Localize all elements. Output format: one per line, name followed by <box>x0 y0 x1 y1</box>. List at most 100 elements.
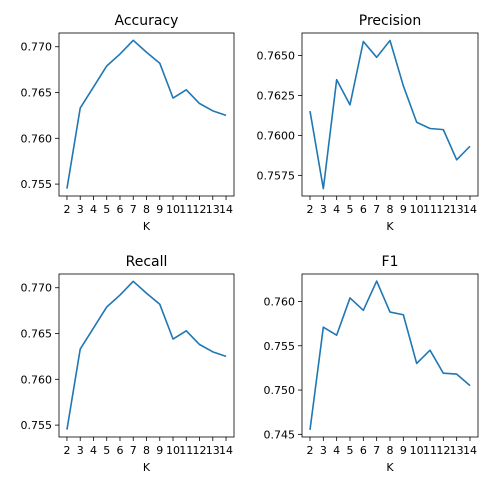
x-tick-label: 7 <box>373 444 380 457</box>
data-point <box>402 314 404 316</box>
data-point <box>349 297 351 299</box>
x-tick-label: 2 <box>63 203 70 216</box>
data-point <box>198 343 200 345</box>
data-point <box>442 128 444 130</box>
x-tick-label: 4 <box>90 444 97 457</box>
y-tick-label: 0.770 <box>21 41 53 54</box>
x-tick-label: 8 <box>143 444 150 457</box>
y-tick-label: 0.7625 <box>257 89 296 102</box>
x-tick-label: 12 <box>436 444 450 457</box>
y-tick-label: 0.745 <box>264 428 296 441</box>
x-tick-label: 14 <box>463 203 477 216</box>
x-tick-label: 11 <box>423 203 437 216</box>
series-line <box>66 39 227 189</box>
y-tick-label: 0.760 <box>21 373 53 386</box>
data-point <box>322 187 324 189</box>
x-tick-label: 7 <box>373 203 380 216</box>
subplot-title: Recall <box>126 254 168 270</box>
subplot-precision: Precision 2 3 4 5 6 7 8 9 10 11 12 13 14 0.7575 0.7600 0… <box>257 13 479 233</box>
subplot-title: Accuracy <box>115 13 179 29</box>
x-tick-label: 14 <box>219 444 233 457</box>
x-axis-label: K <box>143 461 151 474</box>
x-tick-label: 4 <box>333 203 340 216</box>
x-tick-label: 3 <box>320 444 327 457</box>
data-point <box>159 303 161 305</box>
data-point <box>309 110 311 112</box>
x-tick-label: 14 <box>219 203 233 216</box>
series-line <box>309 280 471 431</box>
x-tick-label: 7 <box>130 444 137 457</box>
x-axis-label: K <box>386 461 394 474</box>
x-tick-label: 10 <box>410 444 424 457</box>
y-tick-label: 0.755 <box>21 178 53 191</box>
x-tick-label: 13 <box>206 444 220 457</box>
data-point <box>429 349 431 351</box>
x-tick-label: 8 <box>143 203 150 216</box>
data-point <box>92 327 94 329</box>
x-tick-label: 12 <box>193 203 207 216</box>
data-point <box>389 39 391 41</box>
y-tick-label: 0.750 <box>264 384 296 397</box>
subplot-title: F1 <box>382 254 399 270</box>
y-tick-label: 0.7650 <box>257 49 296 62</box>
axes-frame <box>301 273 479 438</box>
subplot-accuracy: Accuracy 2 3 4 5 6 7 8 9 10 11 12 13 14 0.755 0.760 0.76… <box>21 13 235 233</box>
data-point <box>335 79 337 81</box>
y-tick-label: 0.765 <box>21 87 53 100</box>
x-tick-label: 11 <box>179 444 193 457</box>
data-point <box>106 65 108 67</box>
x-tick-label: 11 <box>179 203 193 216</box>
data-point <box>415 121 417 123</box>
data-point <box>455 159 457 161</box>
data-point <box>145 292 147 294</box>
data-point <box>322 326 324 328</box>
data-point <box>119 53 121 55</box>
x-tick-label: 2 <box>307 444 314 457</box>
x-tick-label: 13 <box>450 203 464 216</box>
y-tick-label: 0.755 <box>21 419 53 432</box>
series-line <box>66 280 227 430</box>
x-axis-label: K <box>386 220 394 233</box>
x-tick-label: 4 <box>333 444 340 457</box>
x-tick-label: 5 <box>103 203 110 216</box>
data-point <box>185 330 187 332</box>
y-tick-label: 0.7600 <box>257 129 296 142</box>
x-tick-label: 5 <box>347 203 354 216</box>
data-point <box>92 86 94 88</box>
y-tick-label: 0.765 <box>21 328 53 341</box>
data-point <box>415 362 417 364</box>
x-tick-label: 9 <box>400 444 407 457</box>
y-tick-label: 0.760 <box>21 132 53 145</box>
subplot-recall: Recall 2 3 4 5 6 7 8 9 10 11 12 13 14 0.755 0.760 0.765 0… <box>21 254 235 474</box>
data-point <box>198 102 200 104</box>
data-point <box>132 39 134 41</box>
data-point <box>106 306 108 308</box>
data-point <box>185 89 187 91</box>
x-tick-label: 13 <box>450 444 464 457</box>
x-tick-label: 6 <box>360 203 367 216</box>
x-tick-label: 3 <box>77 444 84 457</box>
data-point <box>469 384 471 386</box>
x-tick-label: 6 <box>360 444 367 457</box>
axes-frame <box>301 32 479 197</box>
data-point <box>469 145 471 147</box>
x-tick-label: 9 <box>400 203 407 216</box>
x-tick-label: 8 <box>387 203 394 216</box>
x-tick-label: 10 <box>166 444 180 457</box>
data-point <box>212 110 214 112</box>
data-point <box>362 40 364 42</box>
data-point <box>159 62 161 64</box>
x-tick-label: 2 <box>307 203 314 216</box>
x-tick-label: 6 <box>116 444 123 457</box>
data-point <box>145 51 147 53</box>
x-tick-label: 7 <box>130 203 137 216</box>
axes-frame <box>58 273 235 438</box>
data-point <box>442 372 444 374</box>
x-tick-label: 14 <box>463 444 477 457</box>
x-tick-label: 9 <box>156 444 163 457</box>
data-point <box>172 97 174 99</box>
y-tick-label: 0.760 <box>264 295 296 308</box>
x-tick-label: 5 <box>347 444 354 457</box>
data-point <box>225 355 227 357</box>
